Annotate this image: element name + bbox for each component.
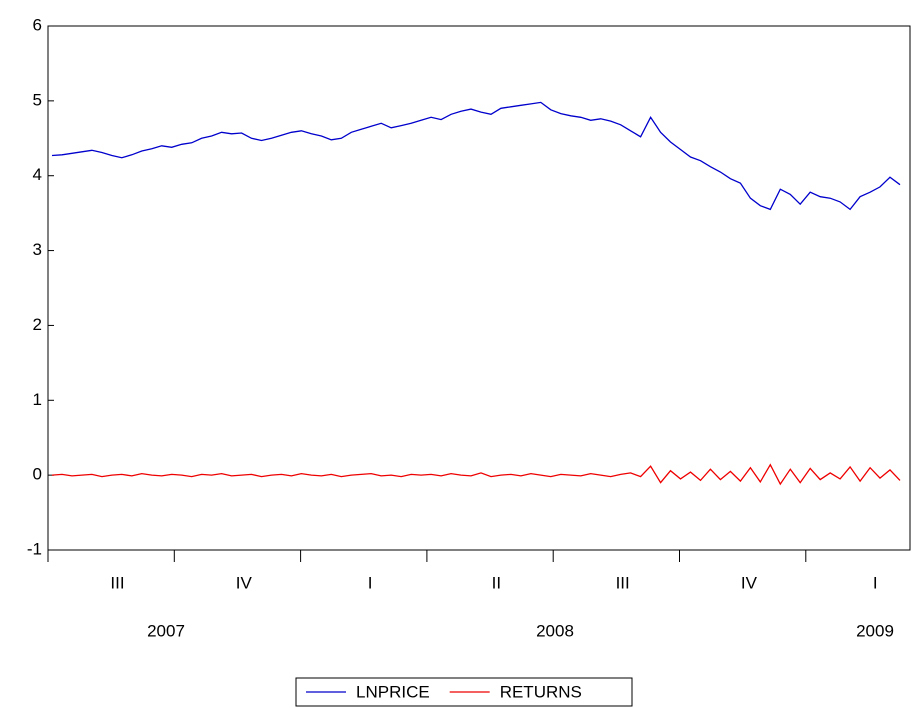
year-label: 2009 bbox=[856, 621, 894, 640]
x-tick-label: III bbox=[616, 573, 630, 592]
y-tick-label: 5 bbox=[33, 90, 42, 109]
x-tick-label: I bbox=[873, 573, 878, 592]
plot-frame bbox=[47, 25, 911, 551]
series-line bbox=[51, 463, 901, 486]
y-tick-label: 4 bbox=[33, 165, 42, 184]
y-tick-label: 3 bbox=[33, 240, 42, 259]
x-tick-label: II bbox=[492, 573, 501, 592]
x-tick-label: IV bbox=[236, 573, 253, 592]
x-tick-label: III bbox=[110, 573, 124, 592]
x-tick-label: I bbox=[368, 573, 373, 592]
x-tick-label: IV bbox=[741, 573, 758, 592]
year-label: 2008 bbox=[536, 621, 574, 640]
y-tick-label: 6 bbox=[33, 15, 42, 34]
legend-label: RETURNS bbox=[500, 682, 582, 701]
y-tick-label: 2 bbox=[33, 315, 42, 334]
y-tick-label: -1 bbox=[27, 539, 42, 558]
y-tick-label: 1 bbox=[33, 390, 42, 409]
series-line bbox=[51, 101, 901, 211]
year-label: 2007 bbox=[147, 621, 185, 640]
y-tick-label: 0 bbox=[33, 465, 42, 484]
legend-label: LNPRICE bbox=[356, 682, 430, 701]
